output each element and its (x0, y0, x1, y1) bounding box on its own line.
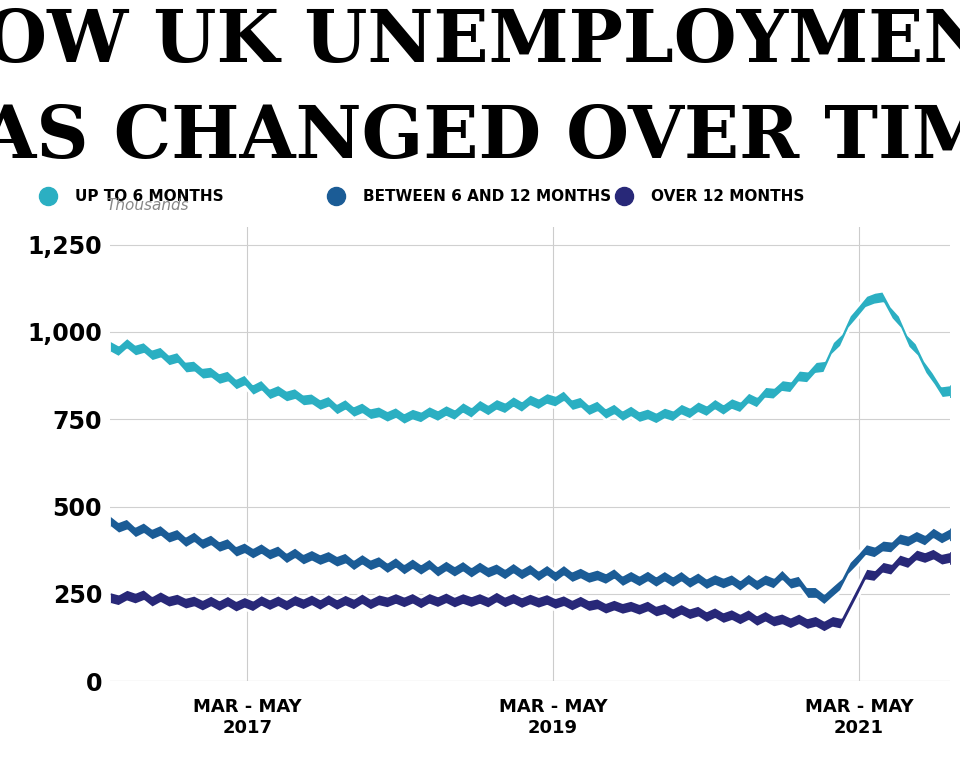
Text: OVER 12 MONTHS: OVER 12 MONTHS (651, 188, 804, 204)
Text: Thousands: Thousands (107, 198, 189, 213)
Text: BETWEEN 6 AND 12 MONTHS: BETWEEN 6 AND 12 MONTHS (363, 188, 611, 204)
Text: HAS CHANGED OVER TIME: HAS CHANGED OVER TIME (0, 102, 960, 173)
Text: HOW UK UNEMPLOYMENT: HOW UK UNEMPLOYMENT (0, 6, 960, 77)
Text: UP TO 6 MONTHS: UP TO 6 MONTHS (75, 188, 224, 204)
